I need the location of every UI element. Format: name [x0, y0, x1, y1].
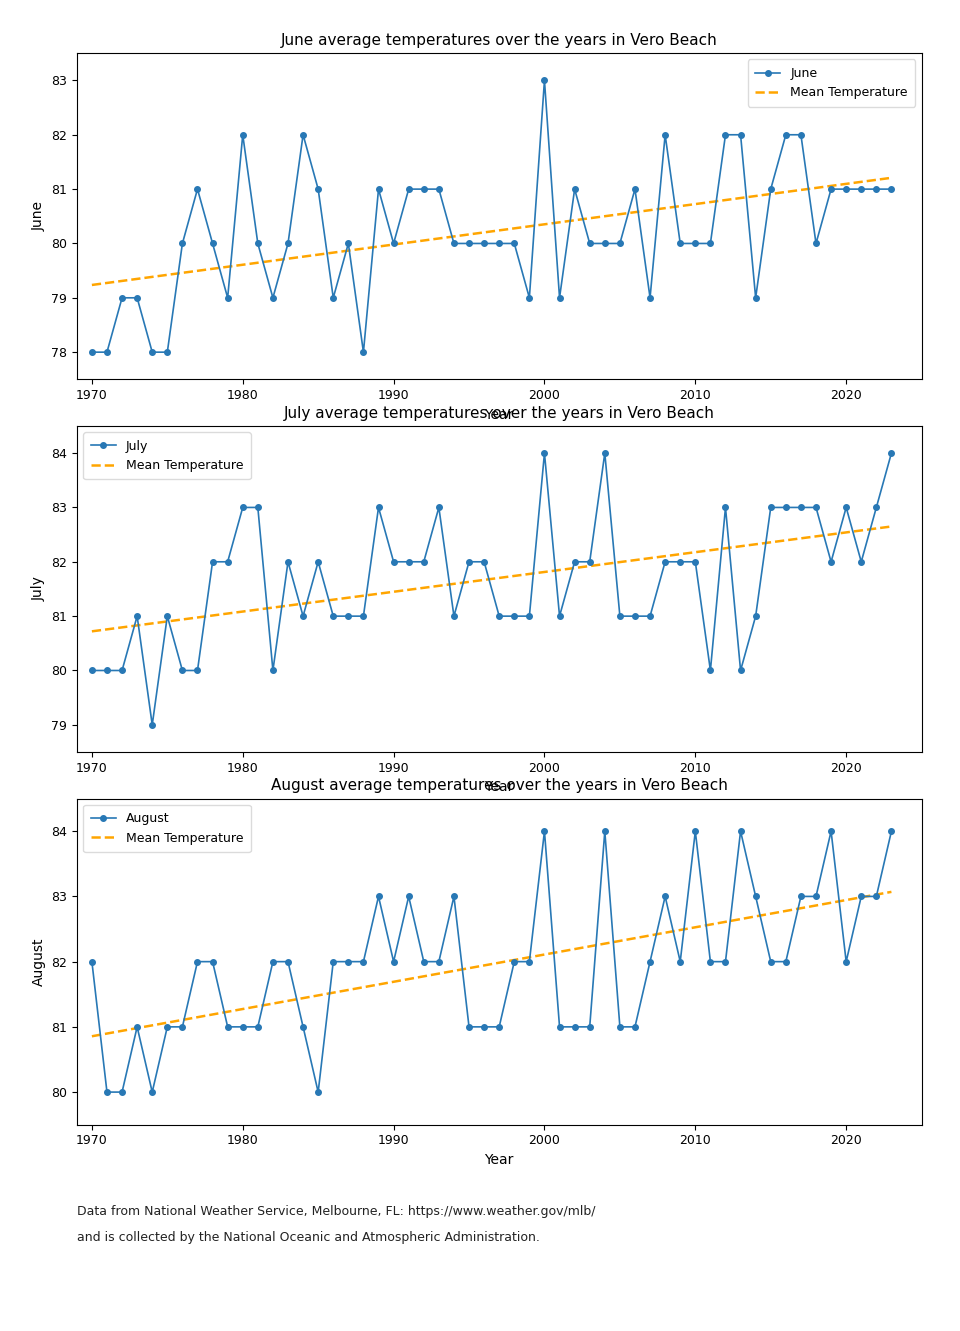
Text: Data from National Weather Service, Melbourne, FL: https://www.weather.gov/mlb/: Data from National Weather Service, Melb…	[77, 1205, 595, 1218]
Legend: August, Mean Temperature: August, Mean Temperature	[84, 805, 251, 852]
Title: July average temperatures over the years in Vero Beach: July average temperatures over the years…	[284, 406, 714, 421]
Text: and is collected by the National Oceanic and Atmospheric Administration.: and is collected by the National Oceanic…	[77, 1231, 540, 1244]
Y-axis label: August: August	[32, 937, 45, 986]
Title: June average temperatures over the years in Vero Beach: June average temperatures over the years…	[281, 33, 717, 48]
Y-axis label: July: July	[32, 576, 45, 602]
Y-axis label: June: June	[32, 201, 45, 232]
Legend: June, Mean Temperature: June, Mean Temperature	[748, 60, 915, 106]
Legend: July, Mean Temperature: July, Mean Temperature	[84, 433, 251, 479]
X-axis label: Year: Year	[485, 1153, 514, 1167]
X-axis label: Year: Year	[485, 407, 514, 422]
Title: August average temperatures over the years in Vero Beach: August average temperatures over the yea…	[271, 779, 728, 793]
X-axis label: Year: Year	[485, 780, 514, 795]
